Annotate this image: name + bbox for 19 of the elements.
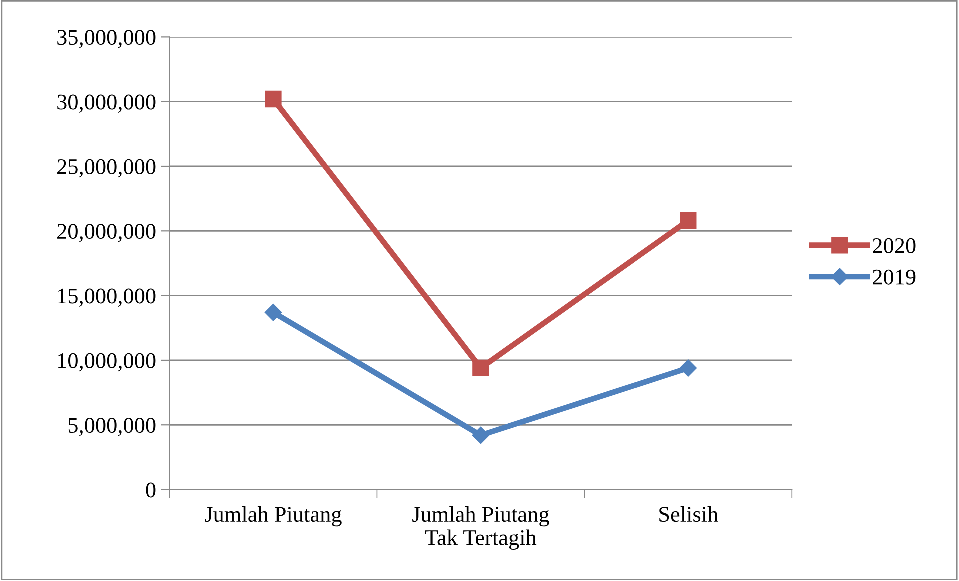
y-tick-label: 25,000,000 <box>58 159 156 178</box>
point <box>472 360 490 377</box>
y-tick-label: 20,000,000 <box>58 224 156 242</box>
legend-label: 2020 <box>873 238 916 254</box>
x-tick-label: Selisih <box>660 506 718 522</box>
point <box>265 90 282 108</box>
point <box>264 304 282 322</box>
x-tick-label: Jumlah Piutang <box>205 506 342 527</box>
x-tick-label: Jumlah Piutang Tak Tertagih <box>412 506 550 550</box>
y-tick-label: 35,000,000 <box>58 30 156 48</box>
y-tick-label: 0 <box>146 482 156 498</box>
point <box>680 212 697 230</box>
y-tick-label: 5,000,000 <box>68 418 156 436</box>
point <box>472 426 490 444</box>
y-tick-label: 15,000,000 <box>58 288 156 307</box>
point <box>680 360 697 377</box>
y-tick-label: 30,000,000 <box>58 94 156 113</box>
legend-label: 2019 <box>873 270 916 285</box>
y-tick-label: 10,000,000 <box>58 353 156 372</box>
